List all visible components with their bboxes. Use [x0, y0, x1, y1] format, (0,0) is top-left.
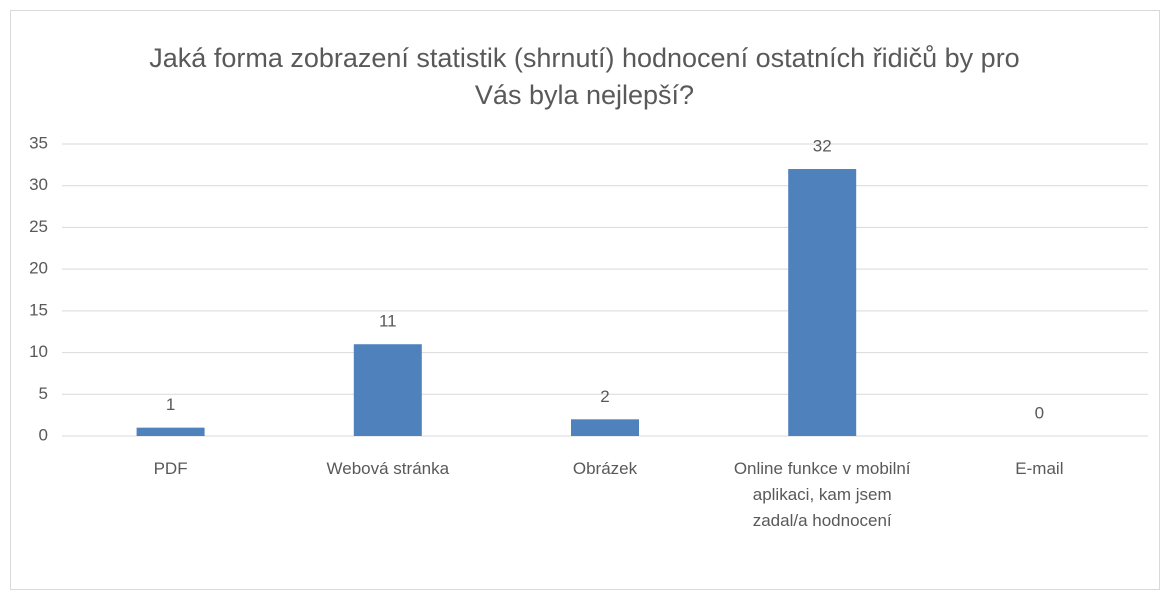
data-label: 32 [813, 137, 832, 156]
x-tick-label: Webová stránka [326, 459, 450, 478]
data-label: 11 [379, 312, 397, 331]
y-tick-label: 15 [29, 300, 48, 319]
y-tick-label: 10 [29, 342, 48, 361]
y-tick-label: 0 [39, 425, 48, 444]
data-label: 0 [1035, 403, 1044, 422]
x-tick-label: Online funkce v mobilní aplikaci, kam js… [733, 459, 911, 530]
bar [571, 419, 639, 436]
x-tick-label: Obrázek [572, 459, 638, 478]
y-tick-label: 35 [29, 133, 48, 152]
data-label: 2 [600, 387, 609, 406]
y-tick-label: 5 [39, 384, 48, 403]
bar [136, 427, 205, 436]
chart-title: Jaká forma zobrazení statistik (shrnutí)… [149, 43, 1020, 110]
data-label: 1 [166, 395, 175, 414]
chart-container: Jaká forma zobrazení statistik (shrnutí)… [10, 10, 1160, 590]
x-tick-label: PDF [153, 459, 188, 478]
y-tick-label: 20 [29, 259, 48, 278]
bar [788, 169, 857, 436]
y-tick-label: 25 [29, 217, 48, 236]
x-tick-label: E-mail [1015, 459, 1064, 478]
bar [353, 344, 422, 436]
y-tick-label: 30 [29, 175, 48, 194]
